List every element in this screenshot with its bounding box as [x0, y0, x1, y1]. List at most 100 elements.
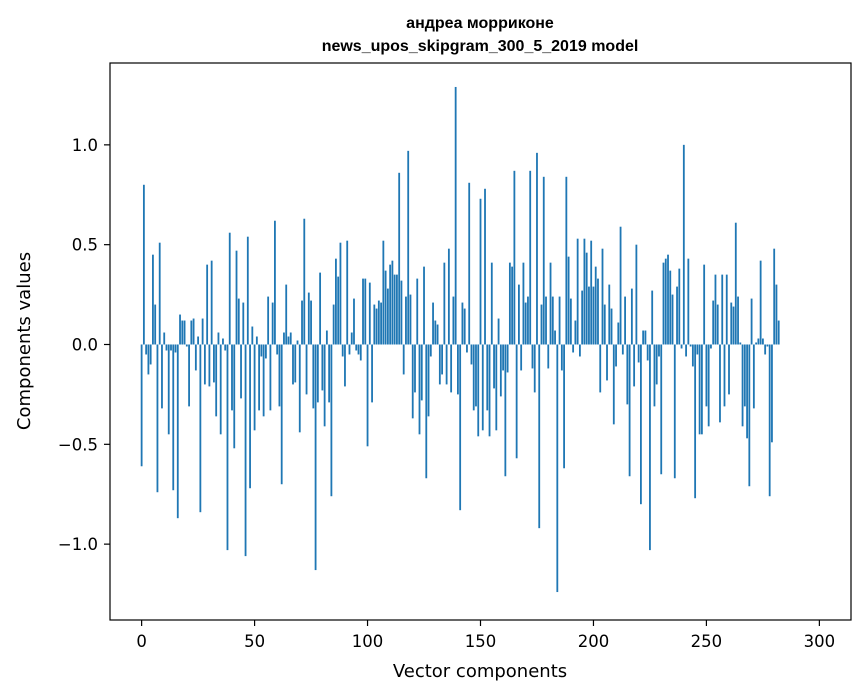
bar-component-25: [197, 336, 200, 345]
bar-component-29: [206, 264, 209, 345]
bar-component-136: [447, 248, 450, 345]
bar-component-92: [348, 344, 351, 355]
bar-component-175: [536, 152, 538, 345]
bar-component-213: [621, 344, 624, 355]
bar-component-125: [423, 266, 425, 345]
bar-component-264: [737, 296, 739, 345]
bar-component-59: [274, 220, 276, 345]
bar-component-250: [705, 344, 708, 407]
bar-component-45: [242, 302, 245, 345]
bar-component-93: [350, 332, 353, 345]
bar-component-102: [371, 344, 373, 403]
bar-component-162: [506, 344, 509, 373]
bar-component-122: [416, 278, 419, 345]
y-tick-label: 1.0: [72, 136, 98, 155]
plot-area-frame: [109, 62, 852, 621]
bar-component-137: [450, 344, 453, 393]
bar-component-90: [344, 344, 346, 387]
bar-component-156: [493, 344, 495, 389]
bar-component-221: [640, 344, 642, 505]
bar-component-76: [312, 344, 315, 409]
bar-component-153: [486, 344, 489, 411]
bar-component-243: [689, 344, 692, 347]
bar-component-16: [176, 344, 179, 519]
bar-component-54: [262, 344, 265, 417]
bar-component-177: [540, 304, 543, 345]
bar-component-196: [583, 238, 586, 345]
bar-component-84: [330, 344, 333, 497]
bar-component-98: [362, 278, 364, 345]
bar-component-199: [590, 240, 593, 345]
bar-component-121: [414, 344, 416, 393]
y-axis-label: Components values: [14, 252, 35, 430]
bar-component-240: [682, 144, 685, 345]
bar-component-1: [142, 184, 145, 345]
bar-component-60: [276, 344, 279, 355]
bar-component-20: [185, 344, 188, 347]
x-tick-label: 200: [578, 632, 610, 651]
bar-component-159: [499, 344, 502, 397]
bar-component-17: [179, 314, 181, 345]
bar-component-68: [294, 344, 297, 383]
bar-component-233: [667, 254, 669, 345]
bar-component-280: [773, 248, 776, 345]
bar-component-50: [253, 344, 256, 431]
bars-layer: [140, 86, 780, 593]
bar-component-61: [278, 344, 281, 407]
bar-component-170: [524, 302, 527, 345]
bar-component-70: [298, 344, 301, 433]
bar-component-145: [468, 182, 471, 345]
bar-component-106: [380, 302, 382, 345]
bar-component-142: [461, 302, 464, 345]
bar-component-69: [296, 340, 299, 345]
bar-component-237: [676, 286, 678, 345]
bar-component-4: [149, 344, 152, 365]
bar-component-273: [757, 338, 760, 345]
bar-component-14: [172, 344, 175, 491]
bar-component-246: [696, 344, 699, 355]
bar-component-58: [271, 302, 274, 345]
bar-component-31: [210, 260, 213, 345]
y-tick-label: 0.0: [72, 335, 98, 354]
bar-component-204: [601, 248, 604, 345]
bar-component-114: [398, 172, 401, 345]
bar-component-198: [588, 286, 590, 345]
bar-component-200: [592, 286, 595, 345]
bar-component-109: [386, 288, 389, 345]
bar-component-48: [249, 344, 251, 489]
bar-component-126: [425, 344, 428, 479]
bar-component-80: [321, 344, 324, 391]
y-tick-label: −0.5: [58, 435, 98, 454]
bar-component-35: [219, 344, 222, 435]
bar-component-75: [310, 300, 312, 345]
bar-component-267: [743, 344, 746, 407]
bar-component-155: [490, 262, 493, 345]
bar-component-150: [479, 198, 482, 345]
bar-component-101: [368, 282, 371, 345]
bar-component-111: [391, 260, 394, 345]
bar-component-215: [626, 344, 629, 405]
bar-component-117: [405, 296, 407, 345]
bar-component-206: [606, 344, 608, 381]
bar-component-248: [700, 344, 703, 435]
bar-component-235: [671, 294, 674, 345]
bar-component-166: [515, 344, 518, 459]
bar-component-91: [346, 240, 349, 345]
bar-component-169: [522, 262, 525, 345]
bar-component-57: [269, 344, 272, 411]
bar-component-261: [730, 302, 733, 345]
bar-component-227: [653, 344, 656, 407]
bar-component-154: [488, 344, 491, 437]
bar-component-193: [576, 238, 579, 345]
bar-component-242: [687, 258, 690, 345]
bar-component-232: [664, 258, 667, 345]
bar-component-163: [508, 262, 511, 345]
x-tick-label: 300: [804, 632, 836, 651]
bar-component-189: [567, 256, 570, 345]
bar-component-251: [707, 344, 710, 427]
bar-component-88: [339, 242, 342, 345]
bar-component-167: [518, 284, 520, 345]
bar-component-254: [714, 274, 717, 345]
bar-component-244: [691, 344, 694, 367]
bar-component-181: [549, 262, 552, 345]
